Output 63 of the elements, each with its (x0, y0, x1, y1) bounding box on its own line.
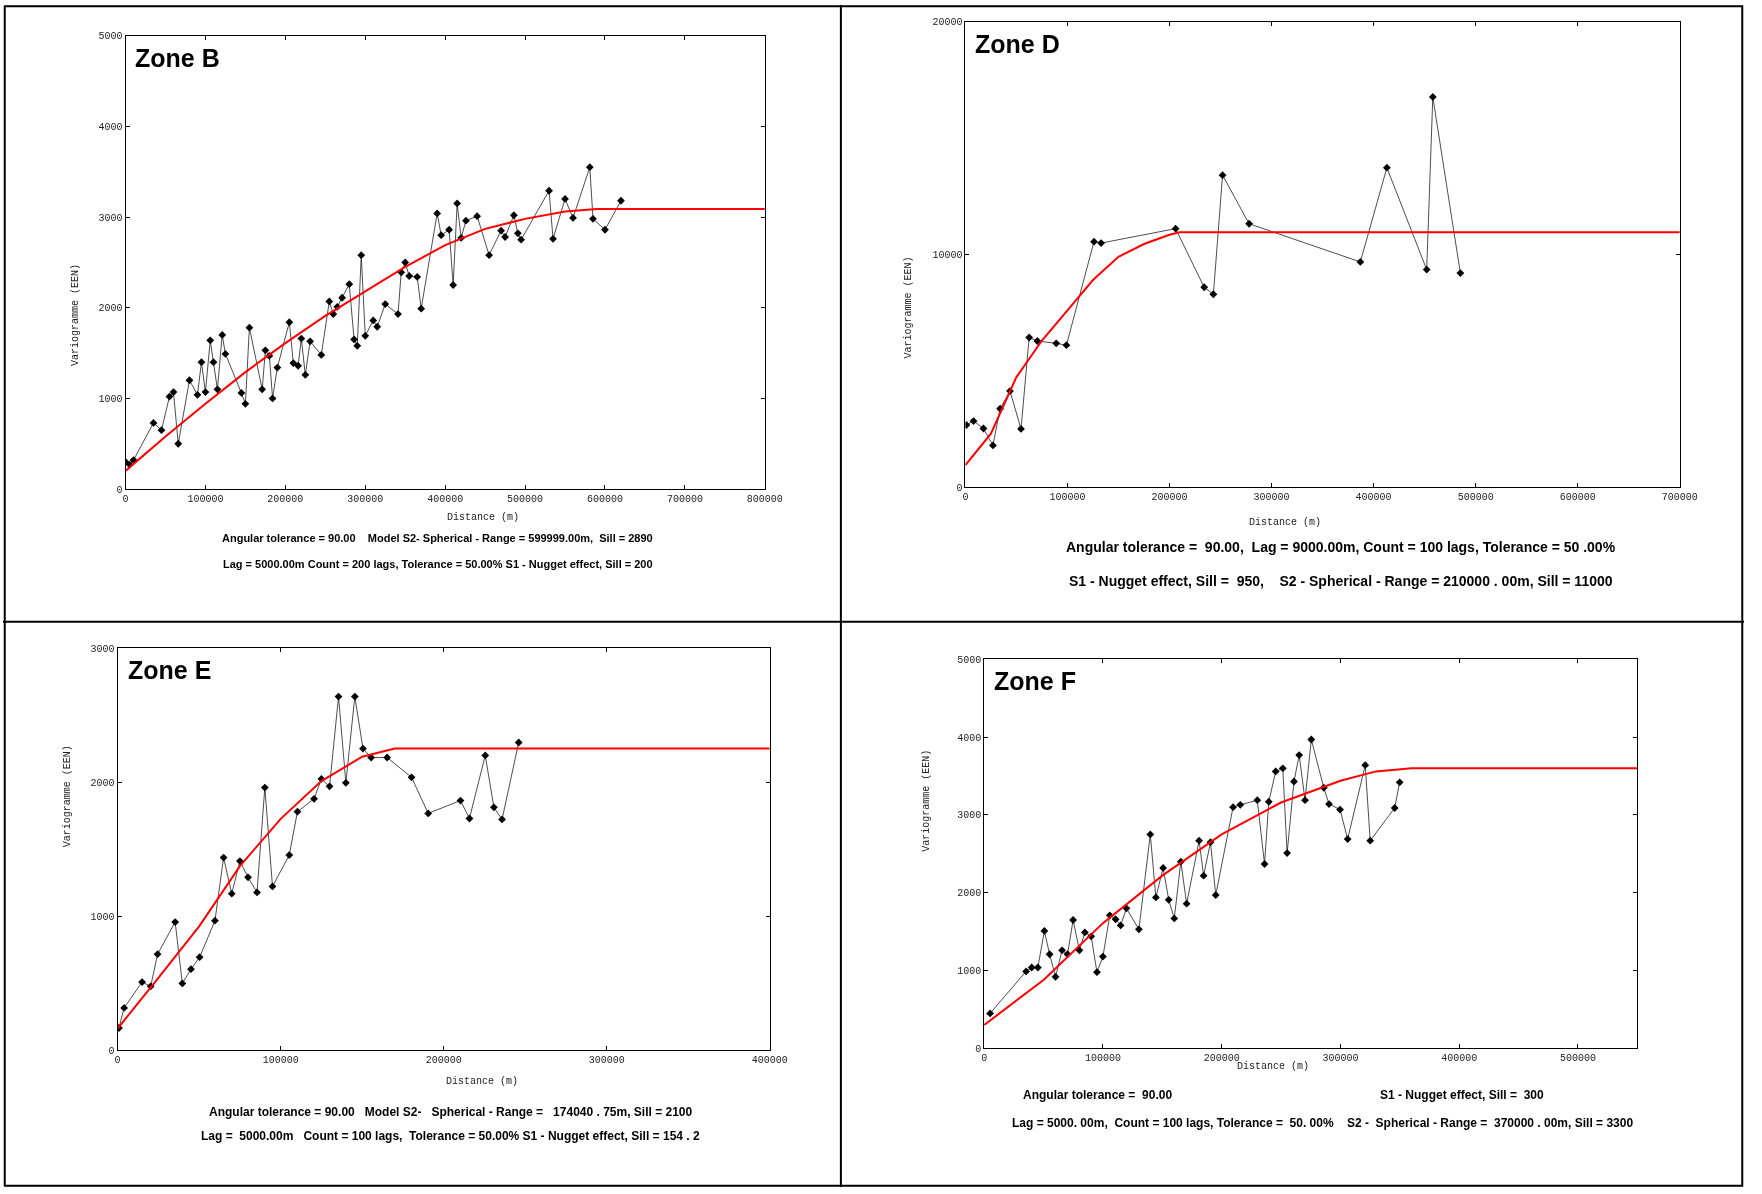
chart-title: Zone B (135, 44, 220, 72)
x-tick-label: 400000 (1355, 492, 1392, 504)
y-tick-label: 2000 (957, 888, 982, 900)
y-axis-title: Variogramme (EEN) (70, 264, 82, 367)
y-axis-title: Variogramme (EEN) (920, 749, 932, 852)
y-tick-label: 0 (116, 484, 123, 496)
y-tick-label: 4000 (957, 732, 982, 744)
y-tick-label: 1000 (98, 393, 123, 405)
x-tick-label: 200000 (425, 1055, 462, 1067)
x-tick-label: 400000 (751, 1055, 788, 1067)
y-tick-label: 5000 (957, 654, 982, 666)
x-tick-label: 500000 (1457, 492, 1494, 504)
x-tick-label: 200000 (267, 494, 304, 506)
y-tick-label: 0 (956, 482, 963, 494)
text: Angular tolerance = 90.00 Model S2- Spherical - Range = 599999.00m, Sill = 2890 (222, 532, 653, 544)
x-axis-title: Distance (m) (1237, 1061, 1310, 1072)
text: S1 - Nugget effect, Sill = 950, S2 - Spherical - Range = 210000 . 00m, Sill = 11000 (1069, 573, 1613, 589)
y-tick-label: 20000 (932, 17, 963, 29)
y-tick-label: 2000 (90, 777, 115, 789)
x-tick-label: 600000 (586, 494, 623, 506)
x-tick-label: 300000 (347, 494, 384, 506)
y-tick-label: 0 (975, 1043, 982, 1055)
y-tick-label: 5000 (98, 31, 123, 43)
x-tick-label: 100000 (262, 1055, 299, 1067)
x-tick-label: 600000 (1559, 492, 1596, 504)
y-tick-label: 1000 (957, 966, 982, 978)
x-axis-title: Distance (m) (1249, 517, 1322, 528)
y-tick-label: 3000 (90, 643, 115, 655)
y-tick-label: 4000 (98, 121, 123, 133)
y-axis-title: Variogramme (EEN) (902, 256, 914, 359)
x-axis-title: Distance (m) (446, 1076, 519, 1087)
y-tick-label: 1000 (90, 911, 115, 923)
text: Angular tolerance = 90.00 Model S2- Spherical - Range = 174040 . 75m, Sill = 2100 (209, 1105, 693, 1119)
text: Angular tolerance = 90.00, Lag = 9000.00m, Count = 100 lags, Tolerance = 50 .00% (1066, 539, 1616, 555)
x-tick-label: 700000 (666, 494, 703, 506)
y-tick-label: 2000 (98, 303, 123, 315)
x-tick-label: 100000 (1049, 492, 1086, 504)
x-tick-label: 400000 (427, 494, 464, 506)
chart-title: Zone E (128, 656, 212, 684)
x-tick-label: 400000 (1441, 1053, 1478, 1065)
x-tick-label: 500000 (507, 494, 544, 506)
y-tick-label: 10000 (932, 249, 963, 261)
text: Lag = 5000.00m Count = 200 lags, Tolerance = 50.00% S1 - Nugget effect, Sill = 200 (223, 558, 653, 570)
x-tick-label: 100000 (1084, 1053, 1121, 1065)
x-tick-label: 300000 (588, 1055, 625, 1067)
x-tick-label: 300000 (1253, 492, 1290, 504)
x-tick-label: 300000 (1322, 1053, 1359, 1065)
y-tick-label: 0 (108, 1045, 115, 1057)
y-tick-label: 3000 (98, 212, 123, 224)
text: Angular tolerance = 90.00 (1023, 1088, 1173, 1102)
text: Lag = 5000.00m Count = 100 lags, Tolerance = 50.00% S1 - Nugget effect, Sill = 154 . 2 (201, 1129, 700, 1143)
y-tick-label: 3000 (957, 810, 982, 822)
x-tick-label: 200000 (1151, 492, 1188, 504)
x-tick-label: 500000 (1559, 1053, 1596, 1065)
x-tick-label: 100000 (187, 494, 224, 506)
chart-title: Zone D (975, 30, 1060, 58)
text: S1 - Nugget effect, Sill = 300 (1380, 1088, 1545, 1102)
x-tick-label: 800000 (746, 494, 783, 506)
text: Lag = 5000. 00m, Count = 100 lags, Tolerance = 50. 00% S2 - Spherical - Range = 370000 . 00m, Sill = 3300 (1012, 1116, 1634, 1130)
chart-title: Zone F (994, 667, 1076, 695)
x-tick-label: 700000 (1661, 492, 1698, 504)
x-axis-title: Distance (m) (447, 512, 520, 523)
y-axis-title: Variogramme (EEN) (62, 745, 74, 848)
